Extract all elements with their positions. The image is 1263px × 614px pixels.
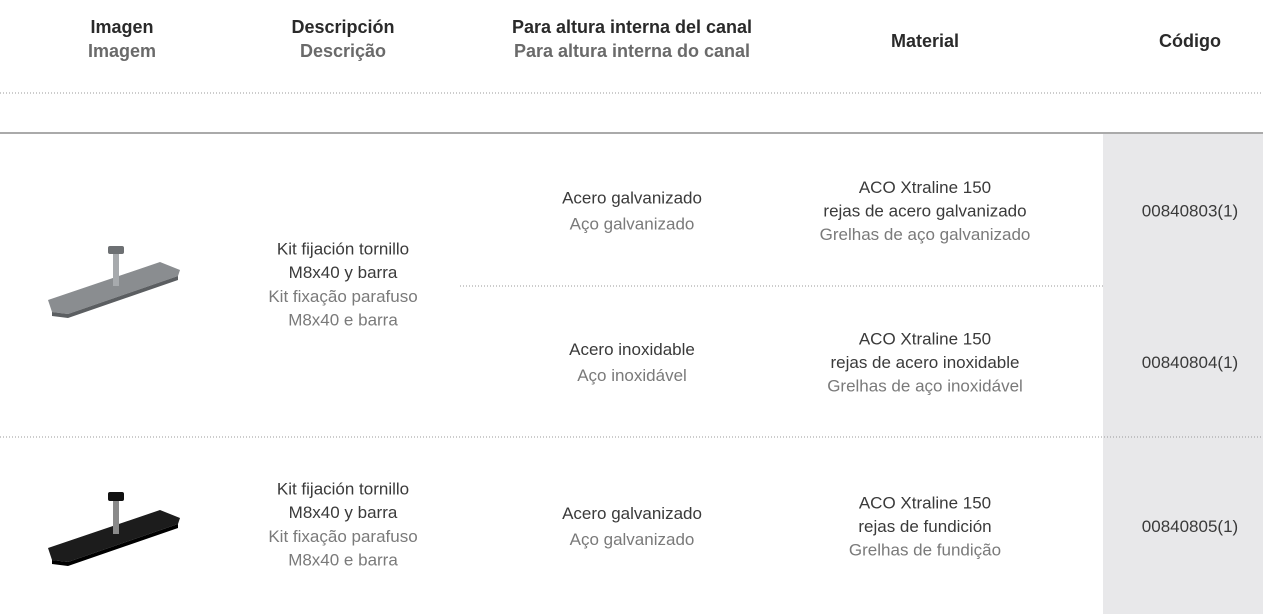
cell-text: Acero galvanizado bbox=[562, 188, 702, 207]
cell-text: Kit fixação parafuso bbox=[268, 287, 417, 306]
cell-text: Acero inoxidable bbox=[569, 340, 695, 359]
product-image bbox=[48, 246, 180, 318]
cell-text: rejas de acero inoxidable bbox=[830, 353, 1019, 372]
cell-text: ACO Xtraline 150 bbox=[859, 329, 991, 348]
cell-text: M8x40 y barra bbox=[289, 503, 398, 522]
cell-text: 00840805(1) bbox=[1142, 517, 1238, 536]
cell-text: Para altura interna do canal bbox=[514, 41, 750, 61]
cell-text: Kit fijación tornillo bbox=[277, 479, 409, 498]
cell-text: 00840803(1) bbox=[1142, 201, 1238, 220]
cell-text: Descripción bbox=[291, 17, 394, 37]
product-image bbox=[48, 492, 180, 566]
cell-text: Kit fixação parafuso bbox=[268, 527, 417, 546]
cell-text: Para altura interna del canal bbox=[512, 17, 752, 37]
cell-text: Material bbox=[891, 31, 959, 51]
cell-text: Aço galvanizado bbox=[570, 530, 695, 549]
cell-text: Acero galvanizado bbox=[562, 504, 702, 523]
cell-text: M8x40 e barra bbox=[288, 311, 398, 330]
cell-text: Imagem bbox=[88, 41, 156, 61]
code-column-bg bbox=[1103, 134, 1263, 614]
cell-text: M8x40 e barra bbox=[288, 551, 398, 570]
cell-text: Aço galvanizado bbox=[570, 214, 695, 233]
cell-text: M8x40 y barra bbox=[289, 263, 398, 282]
cell-text: Kit fijación tornillo bbox=[277, 239, 409, 258]
cell-text: Grelhas de fundição bbox=[849, 541, 1001, 560]
cell-text: Grelhas de aço galvanizado bbox=[820, 225, 1031, 244]
cell-text: Código bbox=[1159, 31, 1221, 51]
cell-text: rejas de acero galvanizado bbox=[823, 201, 1026, 220]
cell-text: Grelhas de aço inoxidável bbox=[827, 377, 1023, 396]
cell-text: rejas de fundición bbox=[858, 517, 991, 536]
cell-text: ACO Xtraline 150 bbox=[859, 178, 991, 197]
cell-text: Aço inoxidável bbox=[577, 366, 687, 385]
cell-text: Imagen bbox=[90, 17, 153, 37]
cell-text: ACO Xtraline 150 bbox=[859, 493, 991, 512]
cell-text: Descrição bbox=[300, 41, 386, 61]
cell-text: 00840804(1) bbox=[1142, 353, 1238, 372]
